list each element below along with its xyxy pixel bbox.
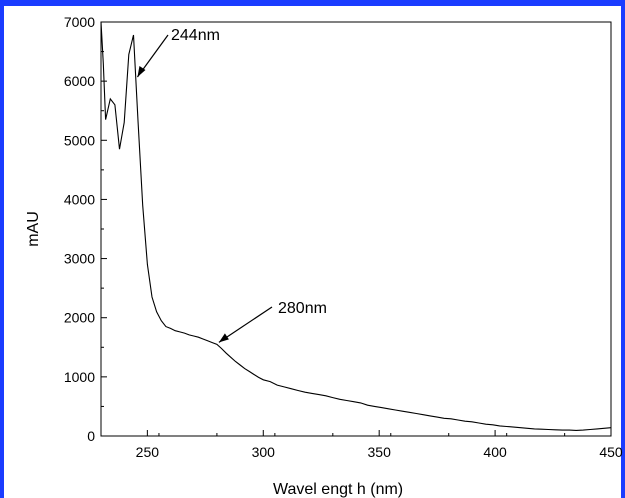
x-tick-label: 400 [483,444,507,460]
annotation-arrowhead-280 [218,333,229,343]
plot-frame [100,21,612,437]
y-tick-label: 6000 [64,73,95,89]
annotation-arrow-280 [218,306,273,343]
plot-area: 0 1000 2000 3000 4000 5000 6000 7000 250 300 350 40… [25,14,623,498]
spectrum-line [100,21,612,431]
x-tick-label: 250 [136,444,160,460]
y-tick-label: 1000 [64,369,95,385]
x-tick-label: 350 [368,444,392,460]
annotation-label-244: 244nm [171,27,220,44]
y-tick-label: 7000 [64,14,95,30]
y-tick-label: 4000 [64,191,95,207]
y-axis-title: mAU [25,211,42,247]
x-axis-title: Wavel engt h (nm) [273,481,403,498]
annotation-label-280: 280nm [278,300,327,317]
x-tick-label: 300 [252,444,276,460]
y-tick-label: 2000 [64,310,95,326]
y-tick-label: 5000 [64,132,95,148]
y-tick-label: 0 [87,428,95,444]
x-tick-label: 450 [599,444,623,460]
y-tick-label: 3000 [64,251,95,267]
annotation-arrowhead-244 [137,66,146,78]
